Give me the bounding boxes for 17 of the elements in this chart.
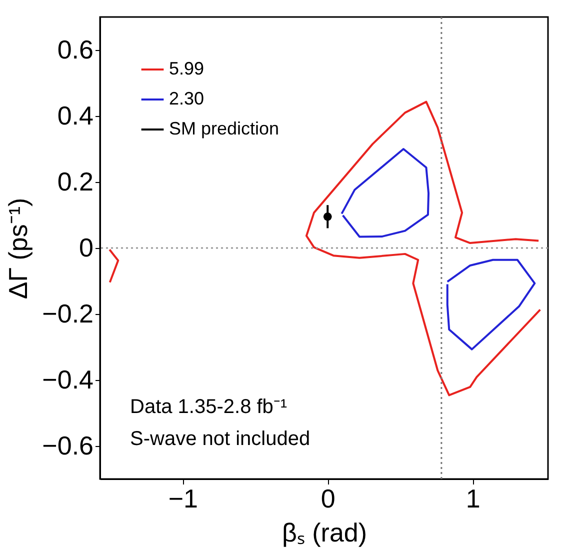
x-tick-label: −1 xyxy=(168,484,198,514)
x-axis-title: βₛ (rad) xyxy=(282,518,368,548)
y-tick-label: −0.4 xyxy=(42,364,94,394)
legend-label: 5.99 xyxy=(169,58,204,78)
annotation: Data 1.35-2.8 fb⁻¹ xyxy=(130,396,288,418)
annotation: S-wave not included xyxy=(130,428,310,450)
y-tick-label: −0.2 xyxy=(42,298,94,328)
legend-label: 2.30 xyxy=(169,88,204,108)
y-tick-label: −0.6 xyxy=(42,430,94,460)
y-axis-title: ΔΓ (ps⁻¹) xyxy=(3,198,34,300)
y-tick-label: 0 xyxy=(79,232,94,262)
y-tick-label: 0.2 xyxy=(57,166,94,196)
y-tick-label: 0.4 xyxy=(57,100,94,130)
y-tick-label: 0.6 xyxy=(57,34,94,64)
x-tick-label: 1 xyxy=(466,484,480,514)
legend-label: SM prediction xyxy=(169,118,280,138)
x-tick-label: 0 xyxy=(320,484,336,514)
